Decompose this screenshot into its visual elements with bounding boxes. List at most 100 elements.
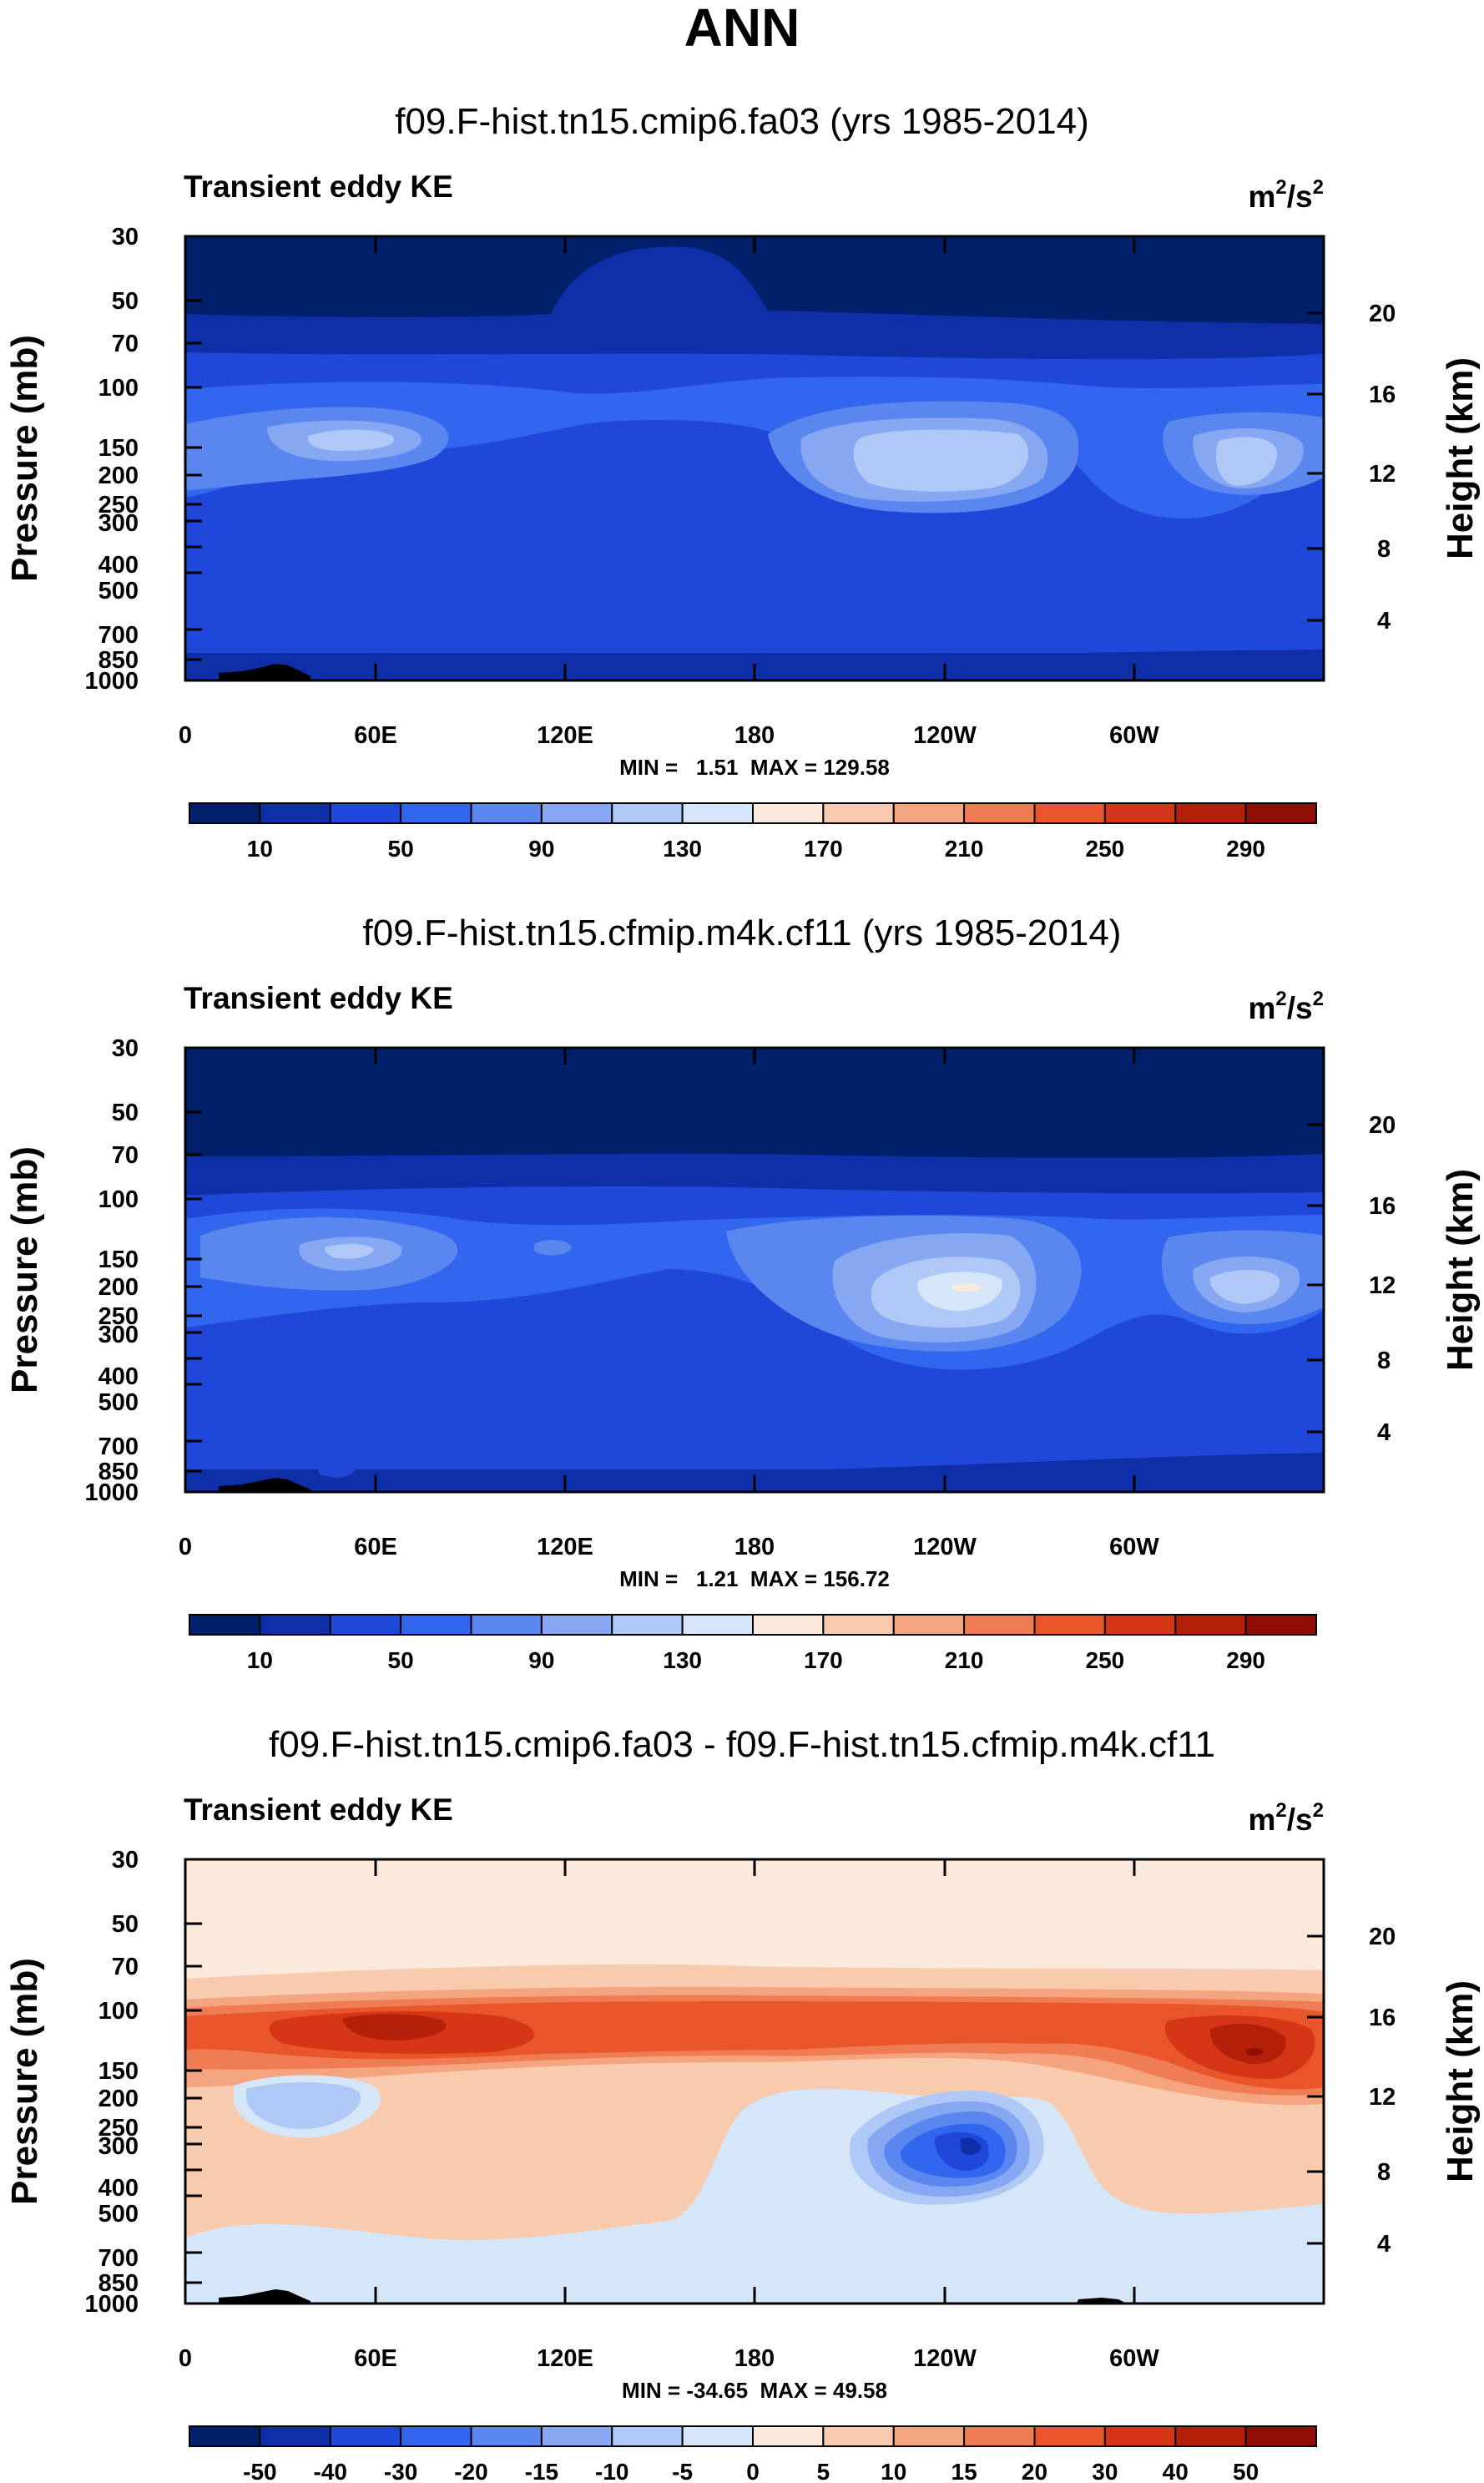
colorbar-swatch	[611, 2425, 684, 2447]
surface-topography	[1077, 2298, 1127, 2303]
colorbar-swatch	[681, 802, 754, 824]
x-tick-label: 180	[734, 2345, 775, 2372]
colorbar-swatch	[540, 1614, 613, 1636]
colorbar: 10 50 90 130 170 210 250 290	[189, 802, 1317, 862]
y-axis-label-left: Pressure (mb)	[4, 1958, 45, 2205]
colorbar-swatch	[470, 1614, 543, 1636]
colorbar-label: 130	[663, 836, 702, 862]
contour-plot	[185, 1048, 1324, 1492]
pressure-tick-label: 250	[98, 1303, 139, 1330]
pressure-tick-label: 30	[112, 1035, 139, 1062]
colorbar-swatch	[963, 1614, 1036, 1636]
pressure-tick-label: 150	[98, 1247, 139, 1273]
colorbar-swatch	[963, 802, 1036, 824]
colorbar-swatch	[329, 1614, 402, 1636]
pressure-tick-label: 150	[98, 2058, 139, 2085]
x-tick-label: 0	[179, 1534, 192, 1560]
colorbar-label: 10	[247, 1647, 273, 1673]
colorbar-label: 250	[1086, 1647, 1125, 1673]
pressure-tick-label: 700	[98, 1434, 139, 1460]
colorbar-swatch	[1244, 1614, 1317, 1636]
panel-title: f09.F-hist.tn15.cmip6.fa03 (yrs 1985-201…	[395, 101, 1089, 142]
surface-topography	[219, 664, 310, 680]
pressure-tick-labels: 30 50 70 100 150 200 250 300 400 500 700…	[84, 1035, 139, 1506]
colorbar-swatch	[1244, 802, 1317, 824]
pressure-tick-label: 100	[98, 1186, 139, 1213]
x-tick-label: 180	[734, 722, 775, 749]
colorbar-swatch	[189, 1614, 261, 1636]
colorbar-label: 10	[247, 836, 273, 862]
pressure-tick-label: 50	[112, 288, 139, 315]
field-label: Transient eddy KE	[184, 1793, 453, 1827]
height-tick-label: 12	[1369, 1272, 1396, 1299]
height-tick-label: 16	[1369, 382, 1396, 408]
pressure-tick-label: 300	[98, 510, 139, 537]
height-tick-label: 8	[1377, 1348, 1391, 1374]
colorbar-label: 170	[804, 1647, 843, 1673]
colorbar-swatch	[540, 802, 613, 824]
colorbar-swatch	[1103, 2425, 1177, 2447]
colorbar-swatch	[470, 802, 543, 824]
height-tick-label: 4	[1377, 2231, 1391, 2258]
colorbar-label: 250	[1086, 836, 1125, 862]
height-tick-labels: 20 16 12 8 4	[1369, 1112, 1396, 1446]
contour-level-130	[325, 1243, 374, 1259]
figure-title: ANN	[684, 0, 800, 58]
pressure-tick-label: 200	[98, 463, 139, 489]
pressure-tick-label: 70	[112, 331, 139, 357]
pressure-tick-label: 700	[98, 622, 139, 649]
colorbar-swatch	[329, 2425, 402, 2447]
contour-level-40-50	[342, 2014, 447, 2041]
colorbar-swatch	[822, 802, 895, 824]
colorbar-label: 5	[817, 2459, 830, 2483]
contour-level-130	[1215, 437, 1278, 486]
y-axis-label-right: Height (km)	[1440, 1980, 1481, 2182]
pressure-tick-label: 200	[98, 1274, 139, 1301]
panel-3: f09.F-hist.tn15.cmip6.fa03 - f09.F-hist.…	[4, 1724, 1481, 2483]
colorbar-label: 10	[881, 2459, 906, 2483]
colorbar-swatch	[329, 802, 402, 824]
colorbar-swatch	[681, 1614, 754, 1636]
colorbar-label: 90	[528, 1647, 554, 1673]
contour-level-90	[534, 1240, 572, 1256]
pressure-tick-label: 200	[98, 2086, 139, 2112]
axis-ticks	[184, 235, 1324, 682]
pressure-tick-label: 700	[98, 2245, 139, 2272]
contour-level-10	[185, 1453, 1324, 1492]
height-tick-label: 4	[1377, 608, 1391, 635]
colorbar-swatch	[259, 2425, 331, 2447]
contour-level-5-10	[351, 2184, 405, 2218]
units-label: m2/s2	[1249, 988, 1324, 1025]
colorbar-swatch	[1033, 2425, 1106, 2447]
colorbar-label: 0	[746, 2459, 760, 2483]
x-tick-label: 60W	[1109, 722, 1159, 749]
colorbar-label: 20	[1022, 2459, 1047, 2483]
height-tick-labels: 20 16 12 8 4	[1369, 301, 1396, 635]
pressure-tick-labels: 30 50 70 100 150 200 250 300 400 500 700…	[84, 224, 139, 695]
panel-title: f09.F-hist.tn15.cmip6.fa03 - f09.F-hist.…	[269, 1724, 1215, 1765]
colorbar-swatch	[611, 802, 684, 824]
contour-level-neg10-5	[246, 2082, 361, 2130]
colorbar-swatch	[189, 2425, 261, 2447]
colorbar-swatch	[1174, 802, 1247, 824]
colorbar-label: 50	[1233, 2459, 1259, 2483]
axis-ticks	[184, 1858, 1324, 2305]
min-max-label: MIN = 1.51 MAX = 129.58	[619, 755, 890, 780]
colorbar-label: 170	[804, 836, 843, 862]
pressure-tick-label: 850	[98, 2270, 139, 2297]
colorbar-label: -40	[314, 2459, 347, 2483]
pressure-tick-label: 400	[98, 552, 139, 579]
y-axis-label-left: Pressure (mb)	[4, 335, 45, 582]
colorbar: 10 50 90 130 170 210 250 290	[189, 1614, 1317, 1673]
height-tick-label: 20	[1369, 301, 1396, 327]
pressure-tick-labels: 30 50 70 100 150 200 250 300 400 500 700…	[84, 1847, 139, 2318]
colorbar-swatch	[1174, 1614, 1247, 1636]
x-tick-label: 120W	[913, 2345, 977, 2372]
colorbar-label: 130	[663, 1647, 702, 1673]
axis-ticks	[184, 1046, 1324, 1494]
contour-level-130	[853, 429, 1029, 492]
x-tick-label: 0	[179, 2345, 192, 2372]
contour-level-150	[917, 1272, 1002, 1311]
y-axis-label-right: Height (km)	[1440, 1169, 1481, 1371]
